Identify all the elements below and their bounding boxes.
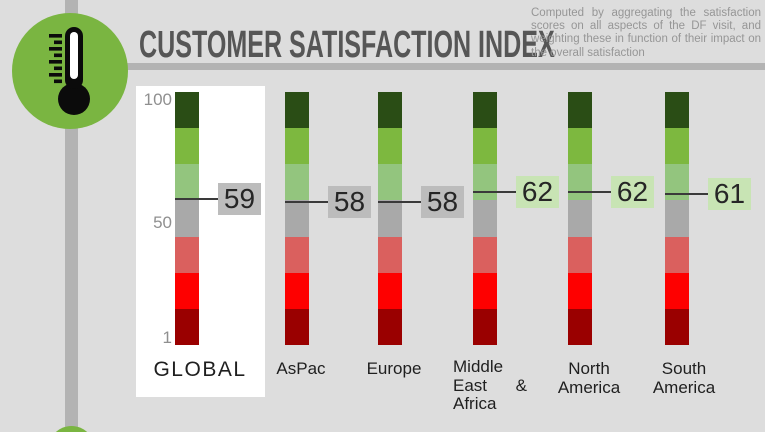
bar-segment <box>285 92 309 129</box>
bar-segment <box>175 200 199 238</box>
chart-annotation: Computed by aggregating the satisfaction… <box>531 7 761 59</box>
category-label: Europe <box>366 359 422 378</box>
thermometer-bar <box>285 92 309 346</box>
bar-segment <box>285 200 309 238</box>
thermometer-bar <box>175 92 199 346</box>
value-label: 58 <box>328 185 371 218</box>
bar-segment <box>175 128 199 165</box>
value-label: 61 <box>708 178 751 211</box>
bar-segment <box>665 128 689 165</box>
header-underline-bar <box>127 63 765 70</box>
bar-segment <box>378 272 402 310</box>
thermometer-bar <box>378 92 402 346</box>
value-label: 62 <box>611 175 654 208</box>
page-title: CUSTOMER SATISFACTION INDEX <box>139 24 555 66</box>
bar-segment <box>665 92 689 129</box>
bar-segment <box>175 236 199 274</box>
bar-segment <box>665 236 689 274</box>
axis-tick-label: 100 <box>143 90 172 109</box>
bar-segment <box>378 92 402 129</box>
bar-segment <box>568 200 592 238</box>
thermometer-bar <box>665 92 689 346</box>
bar-segment <box>378 164 402 201</box>
bar-segment <box>378 200 402 238</box>
category-label: GLOBAL <box>153 358 247 381</box>
bar-segment <box>568 128 592 165</box>
bar-segment <box>175 308 199 346</box>
value-marker-line <box>175 198 218 201</box>
bar-segment <box>473 164 497 201</box>
bar-segment <box>473 92 497 129</box>
bar-segment <box>665 308 689 346</box>
bar-segment <box>665 164 689 201</box>
thermometer-bar <box>568 92 592 346</box>
bar-segment <box>285 236 309 274</box>
bar-segment <box>665 200 689 238</box>
value-marker-line <box>568 190 611 193</box>
bottom-accent-circle <box>48 426 95 432</box>
bar-segment <box>378 236 402 274</box>
category-label: North America <box>557 359 621 397</box>
bar-segment <box>568 308 592 346</box>
bar-segment <box>285 128 309 165</box>
value-marker-line <box>378 200 421 203</box>
bar-segment <box>568 164 592 201</box>
axis-tick-label: 50 <box>153 213 172 232</box>
value-marker-line <box>665 193 708 196</box>
bar-segment <box>175 272 199 310</box>
bar-segment <box>175 92 199 129</box>
bar-segment <box>473 236 497 274</box>
bar-segment <box>175 164 199 201</box>
bar-segment <box>378 308 402 346</box>
bar-segment <box>665 272 689 310</box>
bar-segment <box>285 308 309 346</box>
value-marker-line <box>285 200 328 203</box>
bar-segment <box>568 236 592 274</box>
bar-segment <box>285 164 309 201</box>
value-label: 58 <box>421 185 464 218</box>
bar-segment <box>568 92 592 129</box>
value-label: 59 <box>218 183 261 216</box>
bar-segment <box>473 272 497 310</box>
thermometer-bar <box>473 92 497 346</box>
value-marker-line <box>473 190 516 193</box>
axis-tick-label: 1 <box>162 328 172 347</box>
bar-segment <box>568 272 592 310</box>
value-label: 62 <box>516 175 559 208</box>
category-label: AsPac <box>276 359 326 378</box>
bar-segment <box>378 128 402 165</box>
thermometer-icon <box>12 13 128 129</box>
category-label: Middle East & Africa <box>453 357 527 413</box>
global-highlight-card <box>136 86 265 397</box>
bar-segment <box>285 272 309 310</box>
category-label: South America <box>652 359 716 397</box>
bar-segment <box>473 128 497 165</box>
bar-segment <box>473 200 497 238</box>
bar-segment <box>473 308 497 346</box>
